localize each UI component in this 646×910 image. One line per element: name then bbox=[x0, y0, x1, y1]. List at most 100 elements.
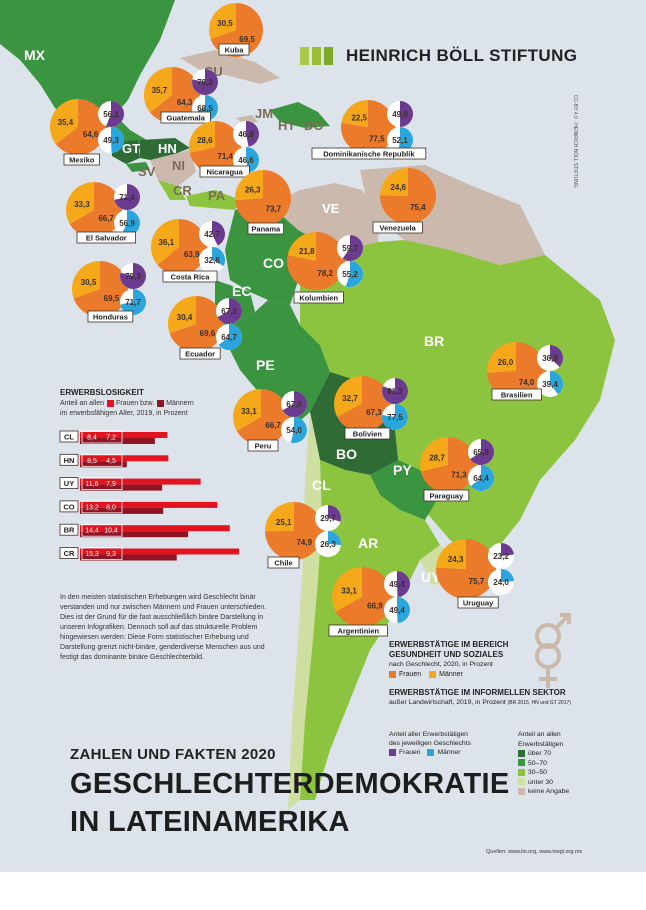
country-shape-brazil bbox=[300, 240, 615, 555]
informal-brasilien-female-slice bbox=[550, 345, 563, 367]
health-mexiko-male-label: 35,4 bbox=[58, 118, 74, 127]
cat-row-30-50: 30–50 bbox=[518, 768, 628, 778]
pie-argentinien: 66,9 33,1 49,4 49,4 Argentinien bbox=[328, 567, 410, 637]
health-ecuador-male-slice bbox=[168, 296, 196, 334]
cat-50-70: 50–70 bbox=[528, 759, 547, 767]
bar-country-box-br bbox=[59, 523, 79, 536]
informal-kolumbien-male-slice bbox=[345, 261, 364, 287]
informal-brasilien-male-slice bbox=[550, 371, 564, 395]
health-kolumbien-female-label: 78,2 bbox=[317, 269, 333, 278]
health-nicaragua-male-label: 28,6 bbox=[197, 136, 213, 145]
informal-dominikanische-republik-female-label: 49,9 bbox=[392, 110, 408, 119]
informal-chile-male-label: 26,3 bbox=[320, 540, 336, 549]
share-line-2: des jeweiligen Geschlechts bbox=[389, 740, 471, 747]
health-nicaragua-female-label: 71,4 bbox=[217, 152, 233, 161]
cat-title-1: Anteil an allen bbox=[518, 731, 561, 738]
country-code-gt: GT bbox=[122, 141, 140, 156]
bar-country-box-hn bbox=[59, 453, 79, 466]
country-code-co: CO bbox=[263, 255, 284, 271]
cat-30-50: 30–50 bbox=[528, 769, 547, 776]
informal-mexiko-male-slice bbox=[111, 127, 124, 153]
legend-health-female: Frauen bbox=[399, 671, 422, 678]
informal-peru-male-label: 54,0 bbox=[286, 426, 302, 435]
informal-honduras-female-label: 79,3 bbox=[125, 272, 141, 281]
country-code-ht: HT bbox=[278, 118, 295, 133]
health-panama-female-slice bbox=[235, 170, 291, 226]
name-box-ecuador bbox=[179, 347, 221, 360]
bar-country-box-co bbox=[59, 500, 79, 513]
country-shape-hispaniola bbox=[270, 102, 330, 128]
bar-male-co bbox=[80, 507, 164, 514]
health-ecuador-male-label: 30,4 bbox=[177, 313, 193, 322]
country-name-argentinien: Argentinien bbox=[337, 626, 379, 635]
informal-kolumbien-male-label: 55,2 bbox=[342, 270, 358, 279]
legend-informal-sub: außer Landwirtschaft, 2019, in Prozent bbox=[389, 699, 506, 706]
informal-ecuador-male-slice bbox=[218, 324, 243, 350]
informal-argentinien-female-label: 49,4 bbox=[389, 580, 405, 589]
informal-uruguay-male-slice bbox=[501, 569, 514, 582]
name-box-paraguay bbox=[423, 489, 470, 502]
informal-ecuador-female-label: 67,2 bbox=[221, 307, 237, 316]
health-chile-female-label: 74,9 bbox=[296, 538, 312, 547]
informal-honduras-male-label: 71,7 bbox=[125, 298, 141, 307]
country-shape-jamaica bbox=[236, 115, 258, 124]
health-costa-rica-female-label: 63,9 bbox=[184, 250, 200, 259]
cat-row-over70: über 70 bbox=[518, 749, 628, 759]
logo-square-2 bbox=[312, 47, 321, 65]
share-male: Männer bbox=[437, 749, 461, 756]
health-paraguay-female-slice bbox=[420, 437, 476, 494]
bar-value-box-uy bbox=[81, 477, 123, 491]
sources-line: Quellen: www.ilo.org, www.inegi.org.mx bbox=[486, 849, 583, 855]
bar-male-cl bbox=[80, 438, 155, 444]
health-el-salvador-female-slice bbox=[69, 182, 123, 238]
gender-symbol-icon bbox=[535, 613, 571, 688]
informal-kolumbien-female-slice bbox=[342, 235, 363, 261]
cat-noinfo: keine Angabe bbox=[528, 788, 570, 795]
name-box-uruguay bbox=[457, 596, 499, 609]
informal-uruguay-female-slice bbox=[501, 543, 514, 556]
pie-mexiko: 64,6 35,4 56,1 49,3 Mexiko bbox=[50, 99, 124, 166]
bar-country-uy: UY bbox=[64, 479, 74, 488]
health-bolivien-female-slice bbox=[337, 376, 390, 432]
health-kuba-female-label: 69,5 bbox=[239, 35, 255, 44]
bar-male-value-br: 10,4 bbox=[104, 528, 118, 535]
health-kolumbien-male-label: 21,8 bbox=[299, 247, 315, 256]
health-brasilien-female-label: 74,0 bbox=[519, 378, 535, 387]
informal-kolumbien-female-label: 59,7 bbox=[342, 244, 358, 253]
informal-uruguay-female-label: 23,2 bbox=[493, 552, 509, 561]
right-legend: ERWERBSTÄTIGE IM BEREICH GESUNDHEIT UND … bbox=[389, 640, 629, 708]
pie-dominikanische-republik: 77,5 22,5 49,9 52,1 Dominikanische Republik bbox=[311, 100, 427, 160]
name-box-costa-rica bbox=[162, 270, 218, 283]
informal-bolivien-male-label: 77,5 bbox=[387, 413, 403, 422]
binary-note: In den meisten statistischen Erhebungen … bbox=[60, 594, 267, 661]
country-shape-el-salvador bbox=[126, 162, 150, 172]
bar-country-br: BR bbox=[64, 526, 75, 535]
logo-square-1 bbox=[300, 47, 309, 65]
country-name-costa-rica: Costa Rica bbox=[171, 272, 211, 281]
name-box-el-salvador bbox=[76, 231, 136, 244]
informal-dominikanische-republik-male-label: 52,1 bbox=[392, 136, 408, 145]
health-uruguay-female-slice bbox=[436, 539, 497, 599]
country-name-guatemala: Guatemala bbox=[167, 113, 206, 122]
health-uruguay-male-slice bbox=[436, 539, 466, 569]
pie-paraguay: 71,3 28,7 65,8 64,4 Paraguay bbox=[420, 437, 495, 502]
informal-el-salvador-male-slice bbox=[121, 210, 140, 236]
unemployment-bars: CL 8,4 7,2 HN 8,5 4,5 UY 11,6 7,9 CO 13,2 8,0 BR 14,4… bbox=[59, 430, 240, 561]
swatch-informal-female bbox=[389, 748, 396, 756]
health-brasilien-male-label: 26,0 bbox=[498, 358, 514, 367]
informal-share-legend: Anteil aller Erwerbstätigen des jeweilig… bbox=[389, 730, 499, 757]
health-argentinien-female-slice bbox=[335, 567, 393, 628]
bar-female-value-cr: 15,3 bbox=[85, 551, 99, 558]
legend-health-sub: nach Geschlecht, 2020, in Prozent bbox=[389, 661, 493, 668]
bar-female-br bbox=[80, 525, 230, 532]
informal-argentinien-female-slice bbox=[397, 571, 410, 597]
health-guatemala-male-label: 35,7 bbox=[152, 86, 168, 95]
bar-female-cl bbox=[80, 432, 168, 438]
health-argentinien-female-label: 66,9 bbox=[367, 602, 383, 611]
legend-health-keys: Frauen Männer bbox=[389, 670, 629, 680]
pie-el-salvador: 66,7 33,3 71,4 56,9 El Salvador bbox=[66, 182, 140, 244]
cat-under30: unter 30 bbox=[528, 778, 553, 786]
cat-row-under30: unter 30 bbox=[518, 778, 628, 788]
informal-argentinien-male-label: 49,4 bbox=[389, 606, 405, 615]
